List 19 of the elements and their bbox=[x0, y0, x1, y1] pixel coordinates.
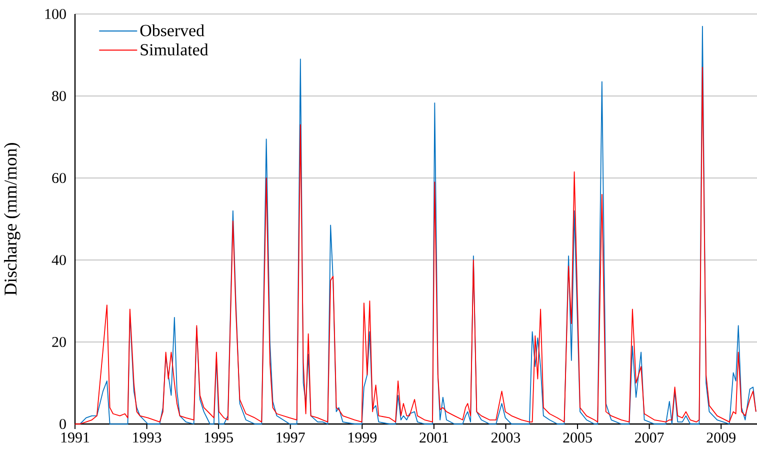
y-tick-label: 80 bbox=[52, 90, 66, 102]
x-tick-label: 2003 bbox=[491, 432, 520, 443]
y-tick-label: 60 bbox=[52, 172, 66, 184]
x-tick-label: 2001 bbox=[420, 432, 448, 443]
x-tick-label: 1993 bbox=[133, 432, 162, 443]
x-tick-label: 2009 bbox=[706, 432, 736, 443]
x-tick-label: 2007 bbox=[635, 432, 664, 443]
x-tick-label: 1991 bbox=[61, 432, 90, 443]
y-axis-title: Discharge (mm/mon) bbox=[4, 143, 20, 296]
x-tick-label: 1999 bbox=[348, 432, 376, 443]
y-tick-label: 100 bbox=[45, 8, 66, 20]
x-tick-label: 1995 bbox=[204, 432, 233, 443]
legend-label: Simulated bbox=[140, 44, 208, 56]
y-tick-label: 0 bbox=[60, 418, 66, 430]
legend-label: Observed bbox=[140, 24, 204, 36]
x-tick-label: 1997 bbox=[276, 432, 305, 443]
x-tick-label: 2005 bbox=[563, 432, 592, 443]
y-tick-label: 20 bbox=[52, 336, 66, 348]
y-tick-label: 40 bbox=[52, 254, 66, 266]
